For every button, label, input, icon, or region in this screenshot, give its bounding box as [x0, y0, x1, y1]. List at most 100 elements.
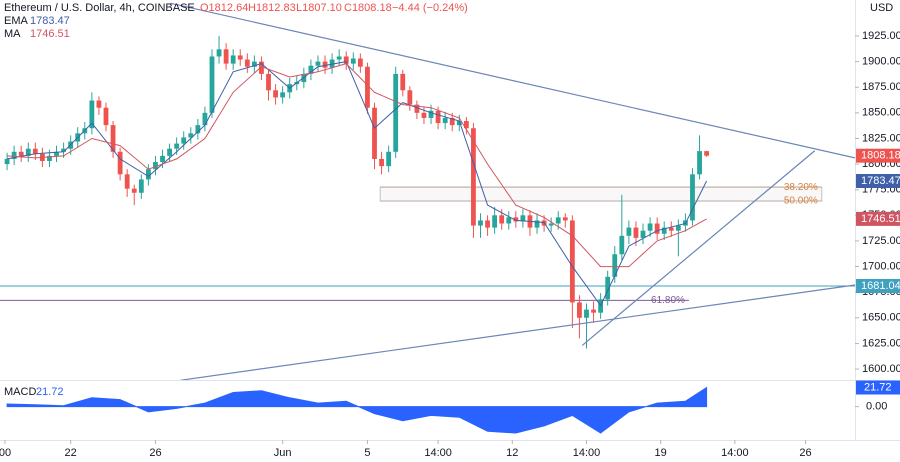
candle-body	[181, 137, 187, 144]
indicator-price-text: 1783.47	[861, 175, 900, 187]
indicator-price-box	[856, 211, 900, 226]
candle-body	[167, 148, 172, 156]
candle-body	[633, 227, 639, 238]
ohlc-label: O1812.64	[200, 2, 248, 14]
y-tick-label: 1625.00	[862, 337, 900, 349]
x-tick-label: 22	[65, 447, 77, 459]
candle-body	[414, 104, 420, 113]
legend-value: 1746.51	[30, 28, 70, 40]
macd-y-tick-label: 0.00	[866, 401, 887, 413]
candle-body	[237, 55, 243, 60]
candle-body	[647, 223, 653, 231]
x-tick-label: 12	[506, 447, 518, 459]
x-tick-label: 26	[149, 447, 161, 459]
macd-price-text: 21.72	[864, 381, 892, 393]
main-panel	[0, 2, 855, 380]
candle-body	[251, 61, 257, 67]
candle-body	[697, 151, 702, 175]
y-tick-label: 1650.00	[862, 312, 900, 324]
candle-body	[584, 309, 589, 318]
x-tick-label: 14:00	[424, 447, 452, 459]
candle-body	[322, 61, 328, 68]
ohlc-label: L1807.10	[296, 2, 342, 14]
candle-body	[619, 235, 625, 255]
candle-body	[32, 148, 38, 154]
candle-body	[654, 223, 660, 234]
legend-name: EMA	[4, 15, 29, 27]
fib-zone	[379, 186, 823, 202]
candle-body	[131, 188, 137, 193]
last-price-box	[856, 148, 900, 163]
candle-body	[96, 100, 102, 108]
x-tick-label: 5	[364, 447, 370, 459]
last-price-text: 1808.18	[861, 150, 900, 162]
y-tick-label: 1875.00	[862, 81, 900, 93]
candle-body	[471, 128, 476, 226]
x-tick-label: 26	[799, 447, 811, 459]
candle-body	[435, 110, 441, 124]
candle-body	[555, 217, 561, 224]
candle-body	[365, 66, 370, 108]
candle-body	[110, 125, 116, 152]
candle-body	[428, 110, 434, 118]
indicator-line	[7, 61, 708, 307]
candle-body	[442, 117, 448, 124]
candle-body	[153, 162, 158, 170]
candle-body	[605, 276, 611, 300]
legend-value: 1783.47	[30, 15, 70, 27]
macd-panel	[6, 386, 708, 434]
candle-body	[223, 49, 229, 64]
y-tick-label: 1725.00	[862, 235, 900, 247]
candle-body	[704, 151, 710, 156]
candle-body	[160, 155, 165, 163]
candle-body	[612, 254, 618, 277]
candle-body	[336, 56, 342, 60]
x-tick-label: 00	[0, 447, 11, 459]
candle-body	[379, 158, 384, 167]
candle-body	[343, 56, 349, 64]
candle-body	[89, 100, 95, 129]
candle-body	[209, 56, 215, 113]
candle-body	[386, 151, 392, 167]
candle-body	[534, 220, 540, 228]
y-tick-label: 1825.00	[862, 132, 900, 144]
indicator-line	[7, 63, 707, 268]
candle-body	[117, 151, 123, 175]
candle-body	[244, 59, 250, 67]
candle-body	[124, 174, 130, 189]
candle-body	[315, 61, 321, 66]
indicator-price-box	[856, 174, 900, 189]
candle-body	[485, 220, 490, 228]
candle-body	[216, 49, 222, 57]
level-price-text: 1681.04	[861, 280, 900, 292]
candle-body	[591, 309, 596, 313]
candle-body	[280, 92, 286, 98]
candle-body	[145, 169, 151, 180]
candle-body	[548, 223, 554, 226]
change-label: −4.44 (−0.24%)	[392, 2, 468, 14]
candle-body	[562, 217, 568, 221]
candle-body	[18, 151, 24, 156]
ohlc-label: H1812.83	[248, 2, 296, 14]
candle-body	[25, 148, 31, 156]
candle-body	[640, 230, 646, 238]
macd-price-box	[856, 380, 900, 395]
y-tick-label: 1900.00	[862, 55, 900, 67]
candle-body	[54, 151, 59, 156]
y-tick-label: 1700.00	[862, 260, 900, 272]
macd-area	[6, 386, 708, 434]
candle-body	[492, 215, 498, 228]
fib-label: 38.20%	[784, 182, 818, 193]
candle-body	[103, 107, 109, 126]
candle-body	[506, 217, 512, 224]
candle-body	[520, 215, 526, 222]
candle-body	[407, 90, 413, 105]
candle-body	[513, 217, 519, 222]
candle-body	[577, 302, 582, 318]
x-tick-label: 19	[655, 447, 667, 459]
candle-body	[357, 58, 363, 67]
candle-body	[138, 179, 144, 193]
indicator-price-text: 1746.51	[861, 213, 900, 225]
fib-label: 50.00%	[784, 196, 818, 207]
